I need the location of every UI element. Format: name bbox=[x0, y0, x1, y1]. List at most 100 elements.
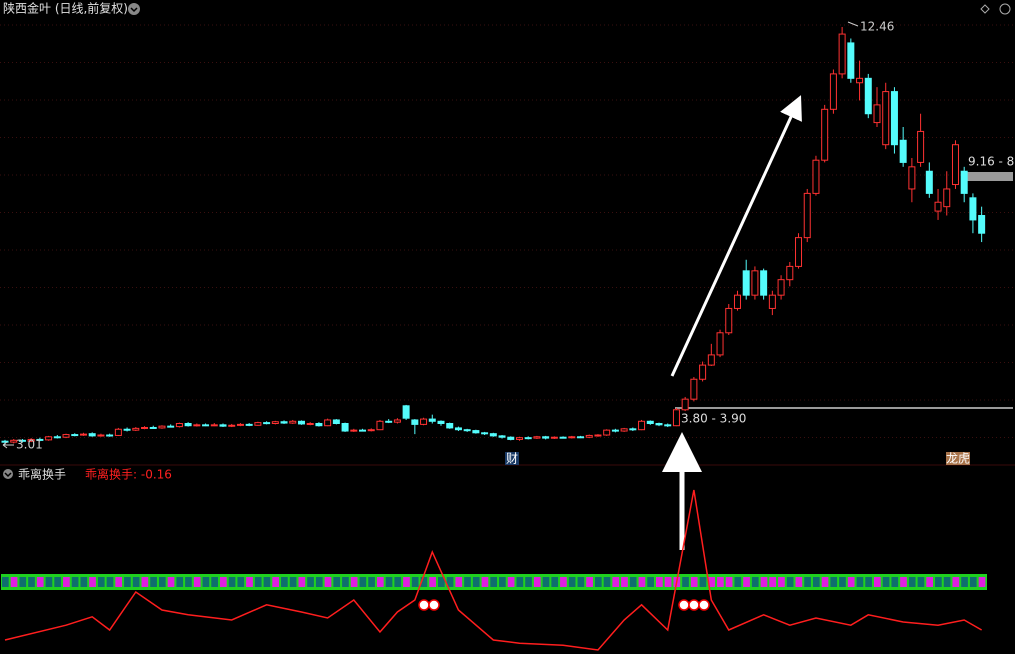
strip-cell bbox=[664, 577, 672, 587]
strip-cell bbox=[525, 577, 532, 587]
strip-cell bbox=[751, 577, 759, 587]
strip-cell bbox=[315, 577, 323, 587]
candle-body bbox=[158, 425, 166, 429]
candle-body bbox=[27, 438, 35, 442]
strip-cell bbox=[446, 577, 454, 587]
badge-label[interactable]: 财 bbox=[506, 452, 518, 466]
strip-cell bbox=[438, 577, 445, 587]
candle-body bbox=[446, 423, 454, 429]
candle-body bbox=[646, 420, 654, 424]
strip-cell bbox=[403, 577, 410, 587]
diamond-icon[interactable] bbox=[980, 4, 990, 14]
strip-cell bbox=[917, 577, 925, 587]
strip-cell bbox=[36, 577, 44, 587]
candle-body bbox=[699, 364, 707, 380]
candle-body bbox=[481, 432, 489, 435]
indicator-line bbox=[4, 489, 983, 651]
candle-body bbox=[210, 424, 218, 427]
candle-body bbox=[411, 419, 419, 425]
candle-body bbox=[123, 428, 131, 431]
candle-body bbox=[420, 418, 428, 425]
candle-body bbox=[733, 294, 741, 309]
strip-cell bbox=[254, 577, 262, 587]
strip-cell bbox=[490, 577, 498, 587]
candle-body bbox=[908, 166, 916, 190]
strip-cell bbox=[603, 577, 611, 587]
candle-body bbox=[36, 438, 44, 441]
candle-body bbox=[559, 436, 567, 439]
candle-body bbox=[795, 237, 803, 267]
grid bbox=[0, 24, 1015, 438]
candle-body bbox=[393, 419, 401, 423]
strip-cell bbox=[350, 577, 358, 587]
strip-cell bbox=[97, 577, 105, 587]
strip-cell bbox=[281, 577, 288, 587]
strip-cell bbox=[629, 577, 637, 587]
candle-body bbox=[498, 435, 506, 438]
candle-body bbox=[219, 424, 227, 427]
candle-body bbox=[568, 436, 576, 439]
candle-body bbox=[175, 423, 183, 428]
strip-cell bbox=[882, 577, 890, 587]
menu-icon[interactable] bbox=[128, 3, 140, 15]
candle-body bbox=[577, 436, 585, 439]
candle-body bbox=[271, 421, 279, 425]
strip-cell bbox=[586, 577, 593, 587]
strip-cell bbox=[961, 577, 968, 587]
candle-body bbox=[550, 436, 558, 439]
badge[interactable] bbox=[946, 452, 970, 465]
trend-arrow bbox=[670, 95, 802, 377]
menu-icon[interactable] bbox=[3, 469, 13, 479]
strip-cell bbox=[891, 577, 899, 587]
candle-body bbox=[829, 73, 837, 110]
candle-body bbox=[193, 424, 201, 427]
candle-body bbox=[533, 436, 541, 439]
candle-body bbox=[925, 170, 933, 194]
candle-body bbox=[611, 429, 619, 432]
strip-cell bbox=[132, 577, 140, 587]
strip-cell bbox=[856, 577, 864, 587]
strip-cell bbox=[804, 577, 811, 587]
min-pointer bbox=[2, 441, 14, 449]
strip-cell bbox=[124, 577, 131, 587]
candle-body bbox=[664, 424, 672, 427]
chart-title: 陕西金叶 (日线,前复权) bbox=[3, 1, 128, 16]
candle-body bbox=[585, 434, 593, 438]
strip-cell bbox=[978, 577, 986, 587]
strip-cell bbox=[760, 577, 768, 587]
strip-cell bbox=[10, 577, 18, 587]
panel-title: 乖离换手 bbox=[18, 467, 66, 482]
candle-body bbox=[114, 428, 122, 436]
badge-label[interactable]: 龙虎 bbox=[946, 452, 970, 466]
candle-body bbox=[934, 201, 942, 212]
candle-body bbox=[707, 354, 715, 366]
strip-cell bbox=[874, 577, 881, 587]
strip-cell bbox=[185, 577, 192, 587]
strip-cell bbox=[455, 577, 463, 587]
strip-cell bbox=[220, 577, 227, 587]
candle-body bbox=[620, 428, 628, 432]
strip-cell bbox=[621, 577, 628, 587]
candle-body bbox=[890, 91, 898, 146]
strip-cell bbox=[19, 577, 27, 587]
strip-cell bbox=[385, 577, 393, 587]
strip-cell bbox=[106, 577, 114, 587]
candle-body bbox=[106, 434, 114, 437]
strip-cell bbox=[507, 577, 515, 587]
strip-cell bbox=[141, 577, 149, 587]
candle-body bbox=[149, 426, 157, 429]
strip-cell bbox=[551, 577, 559, 587]
strip-cell bbox=[167, 577, 175, 587]
strip-cell bbox=[717, 577, 724, 587]
candle-body bbox=[350, 429, 358, 432]
candle-body bbox=[297, 420, 305, 425]
candle-body bbox=[655, 423, 663, 426]
candle-body bbox=[402, 405, 410, 419]
candle-body bbox=[638, 420, 646, 431]
candle-body bbox=[515, 437, 523, 440]
candle-body bbox=[332, 419, 340, 425]
strip-cell bbox=[743, 577, 750, 587]
candle-body bbox=[629, 428, 637, 431]
close-icon[interactable] bbox=[999, 3, 1011, 15]
badge[interactable] bbox=[505, 452, 519, 465]
